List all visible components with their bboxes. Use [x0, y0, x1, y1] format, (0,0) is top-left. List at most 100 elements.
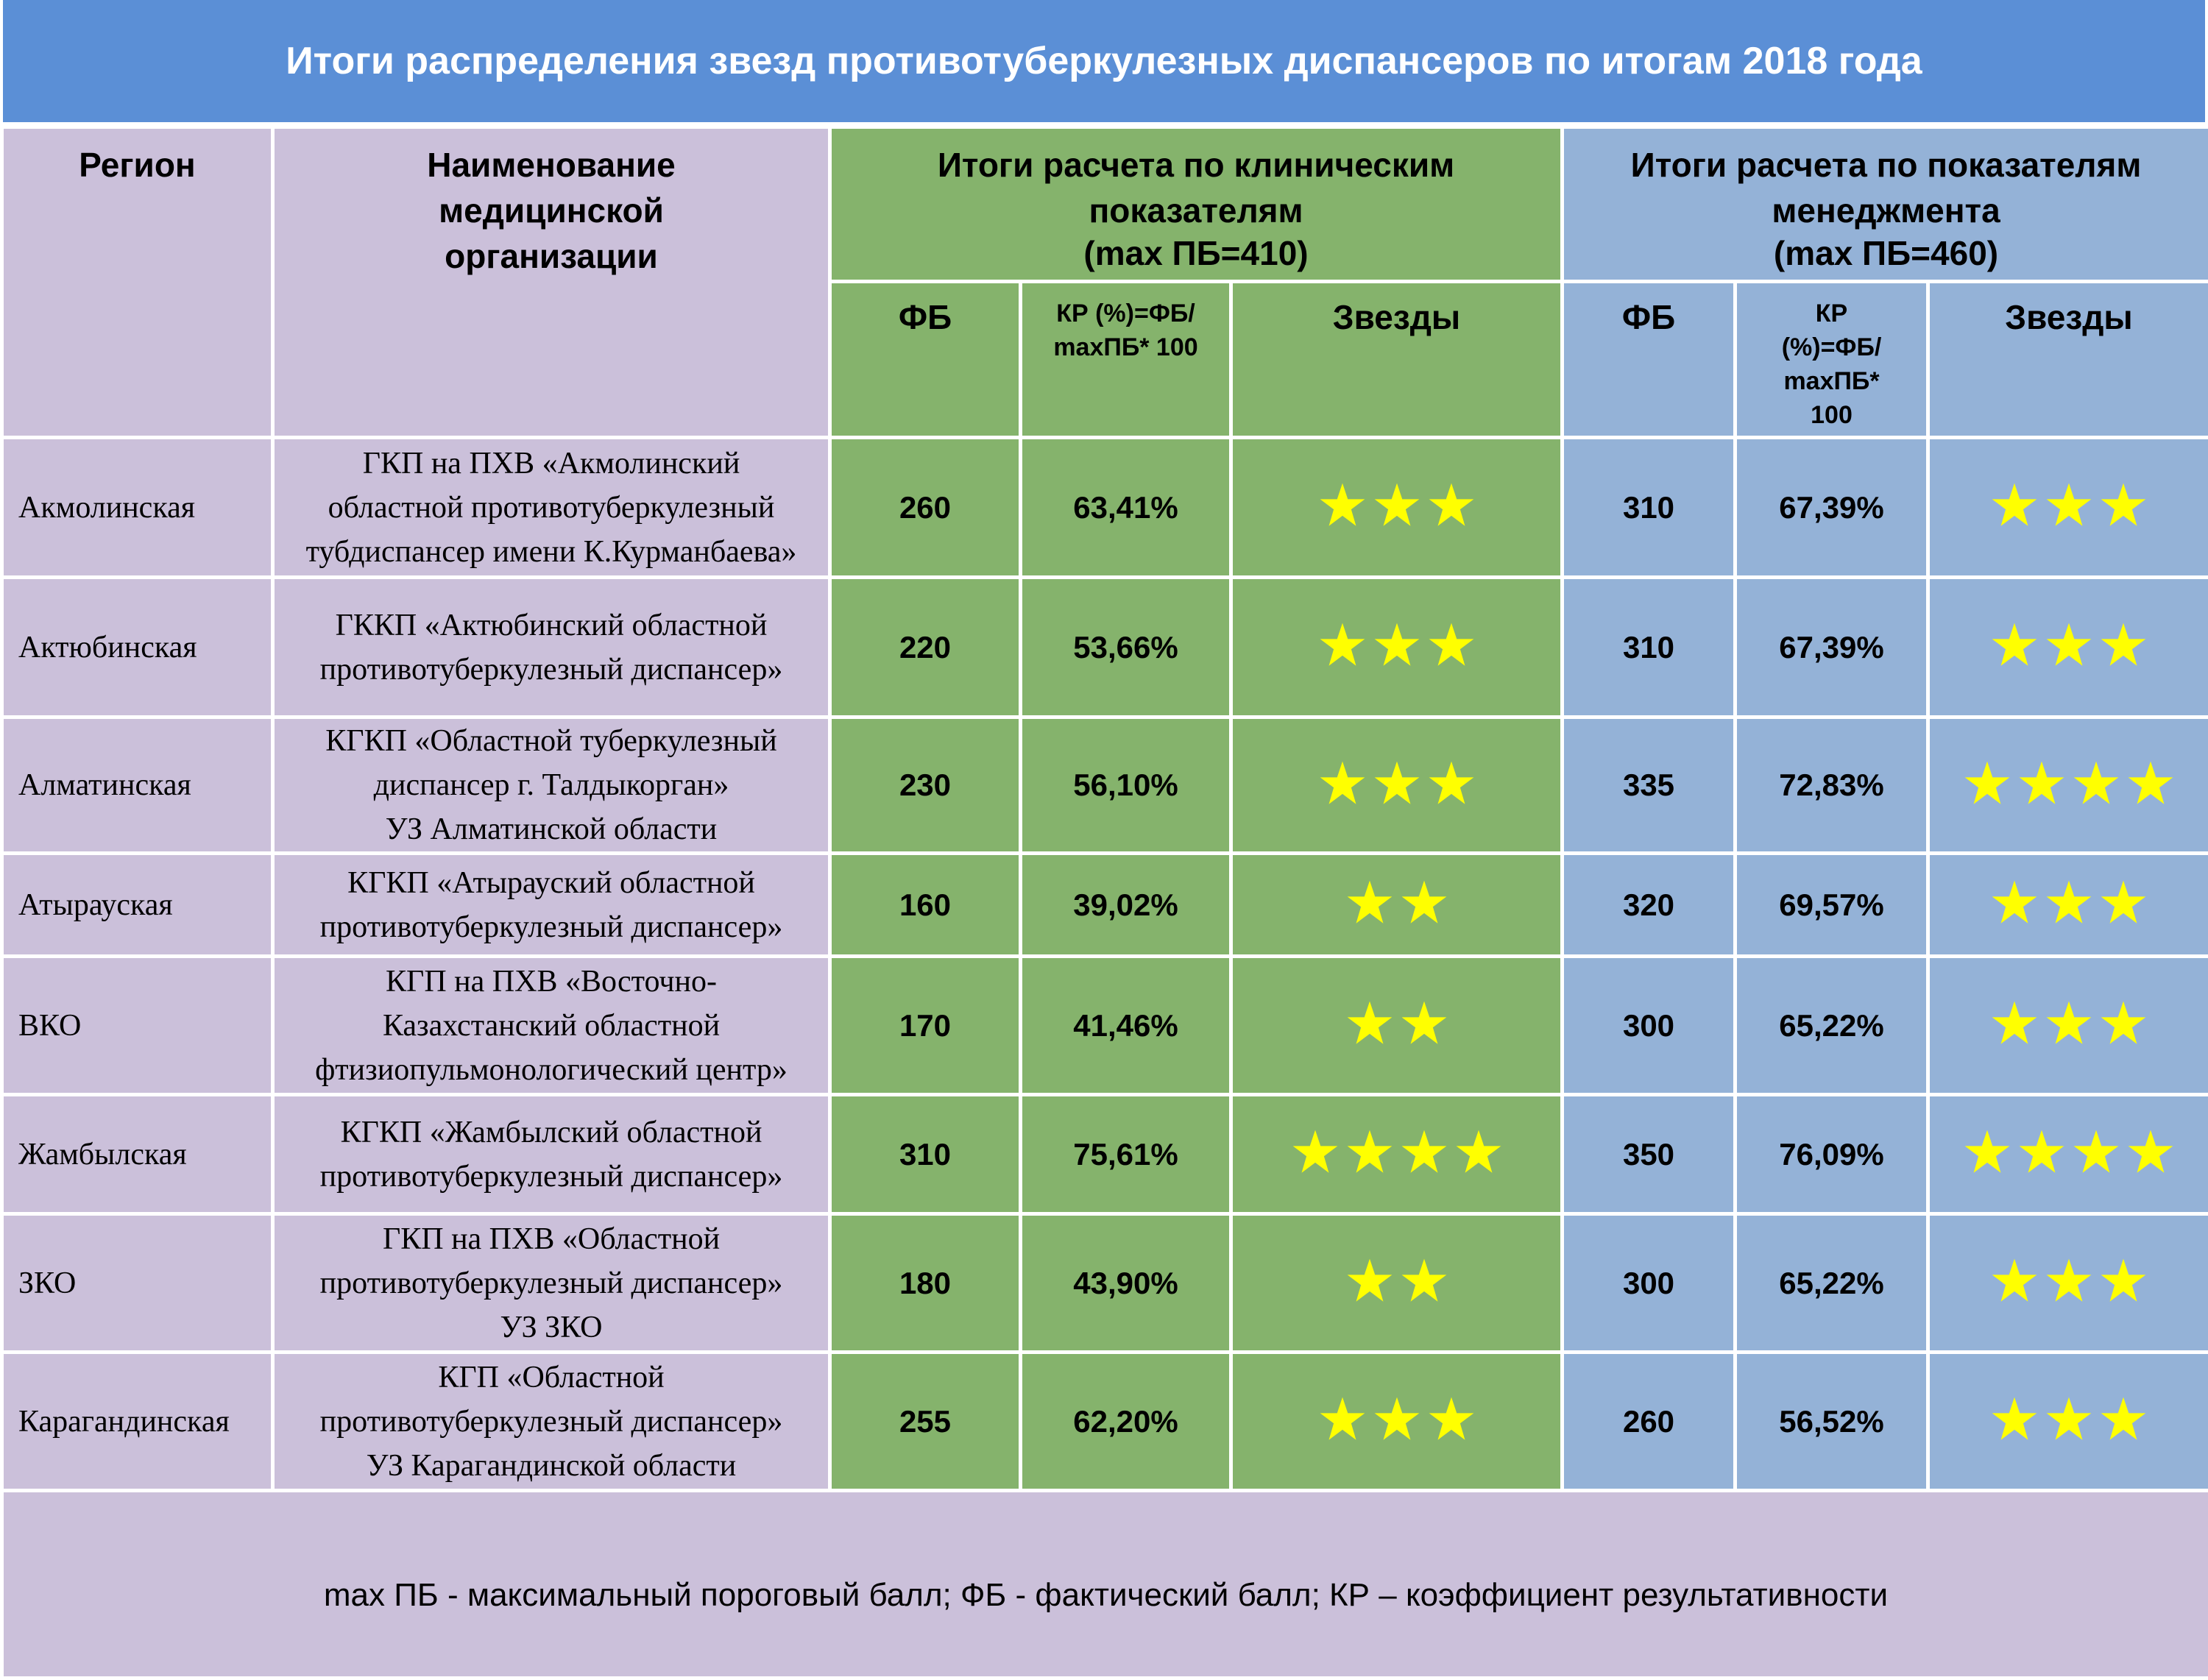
header-management: Итоги расчета по показателям менеджмента… [1563, 127, 2208, 282]
organization-line: ГККП «Актюбинский областной [275, 603, 828, 648]
clinical-stars-cell [1231, 1095, 1563, 1214]
star-icon [1990, 1395, 2039, 1444]
organization-line: УЗ Алматинской области [275, 807, 828, 851]
organization-line: противотуберкулезный диспансер» [275, 1261, 828, 1305]
star-icon [1373, 621, 1421, 670]
header-clinical-kr-line2: maxПБ* 100 [1022, 330, 1229, 364]
organization-line: противотуберкулезный диспансер» [275, 1155, 828, 1199]
star-rating [1318, 759, 1476, 808]
organization-line: фтизиопульмонологический центр» [275, 1048, 828, 1092]
star-icon [1345, 1257, 1394, 1305]
region-cell: Жамбылская [2, 1095, 273, 1214]
star-icon [1373, 481, 1421, 530]
star-icon [1318, 481, 1367, 530]
star-icon [2099, 481, 2148, 530]
management-stars-cell [1928, 957, 2208, 1095]
star-icon [2045, 621, 2093, 670]
star-icon [1345, 879, 1394, 927]
clinical-stars-cell [1231, 1353, 1563, 1491]
header-management-kr-line4: 100 [1737, 398, 1926, 432]
star-icon [1345, 1128, 1394, 1177]
results-table: Регион Наименование медицинской организа… [0, 125, 2208, 1680]
star-icon [2099, 621, 2148, 670]
clinical-fb-cell: 160 [830, 854, 1021, 957]
management-kr-cell: 67,39% [1735, 578, 1928, 717]
header-clinical: Итоги расчета по клиническим показателям… [830, 127, 1563, 282]
star-icon [1990, 879, 2039, 927]
organization-line: КГКП «Жамбылский областной [275, 1110, 828, 1155]
header-region: Регион [2, 127, 273, 438]
star-icon [1427, 481, 1476, 530]
organization-line: КГКП «Областной туберкулезный [275, 719, 828, 763]
star-icon [2099, 1257, 2148, 1305]
organization-line: Казахстанский областной [275, 1004, 828, 1048]
region-cell: Атырауская [2, 854, 273, 957]
star-icon [1427, 1395, 1476, 1444]
management-stars-cell [1928, 1214, 2208, 1353]
star-icon [1990, 999, 2039, 1048]
star-icon [2017, 1128, 2066, 1177]
organization-line: противотуберкулезный диспансер» [275, 1400, 828, 1444]
star-icon [2099, 1395, 2148, 1444]
clinical-stars-cell [1231, 578, 1563, 717]
star-rating [1990, 999, 2148, 1048]
organization-line: ГКП на ПХВ «Областной [275, 1217, 828, 1261]
header-clinical-kr: КР (%)=ФБ/ maxПБ* 100 [1021, 282, 1231, 438]
management-kr-cell: 76,09% [1735, 1095, 1928, 1214]
organization-line: противотуберкулезный диспансер» [275, 905, 828, 949]
organization-line: КГП на ПХВ «Восточно- [275, 960, 828, 1004]
management-fb-cell: 300 [1563, 957, 1735, 1095]
clinical-stars-cell [1231, 438, 1563, 578]
header-management-stars: Звезды [1928, 282, 2208, 438]
header-management-line2: менеджмента [1564, 188, 2208, 233]
star-icon [1291, 1128, 1340, 1177]
clinical-stars-cell [1231, 1214, 1563, 1353]
star-icon [2045, 879, 2093, 927]
star-rating [1990, 621, 2148, 670]
star-rating [1345, 1257, 1448, 1305]
header-organization-label: Наименование медицинской организации [345, 142, 757, 279]
organization-line: диспансер г. Талдыкорган» [275, 763, 828, 807]
management-stars-cell [1928, 1353, 2208, 1491]
star-icon [2045, 1395, 2093, 1444]
star-icon [1373, 1395, 1421, 1444]
organization-line: тубдиспансер имени К.Курманбаева» [275, 530, 828, 574]
star-rating [1318, 1395, 1476, 1444]
organization-line: противотуберкулезный диспансер» [275, 648, 828, 692]
clinical-stars-cell [1231, 854, 1563, 957]
header-management-line1: Итоги расчета по показателям [1564, 142, 2208, 188]
header-management-kr-line2: (%)=ФБ/ [1737, 330, 1926, 364]
star-rating [1990, 1257, 2148, 1305]
star-rating [1990, 879, 2148, 927]
star-icon [1990, 1257, 2039, 1305]
clinical-kr-cell: 62,20% [1021, 1353, 1231, 1491]
management-stars-cell [1928, 578, 2208, 717]
region-cell: ВКО [2, 957, 273, 1095]
clinical-kr-cell: 63,41% [1021, 438, 1231, 578]
header-management-kr-line1: КР [1737, 297, 1926, 330]
region-cell: Акмолинская [2, 438, 273, 578]
management-fb-cell: 335 [1563, 717, 1735, 854]
star-rating [1318, 481, 1476, 530]
management-stars-cell [1928, 717, 2208, 854]
star-icon [2126, 1128, 2175, 1177]
clinical-fb-cell: 310 [830, 1095, 1021, 1214]
star-icon [1318, 621, 1367, 670]
star-rating [1345, 879, 1448, 927]
region-cell: Карагандинская [2, 1353, 273, 1491]
header-clinical-stars: Звезды [1231, 282, 1563, 438]
header-clinical-line3: (max ПБ=410) [832, 233, 1560, 273]
header-management-kr: КР (%)=ФБ/ maxПБ* 100 [1735, 282, 1928, 438]
management-kr-cell: 65,22% [1735, 1214, 1928, 1353]
star-rating [1990, 481, 2148, 530]
